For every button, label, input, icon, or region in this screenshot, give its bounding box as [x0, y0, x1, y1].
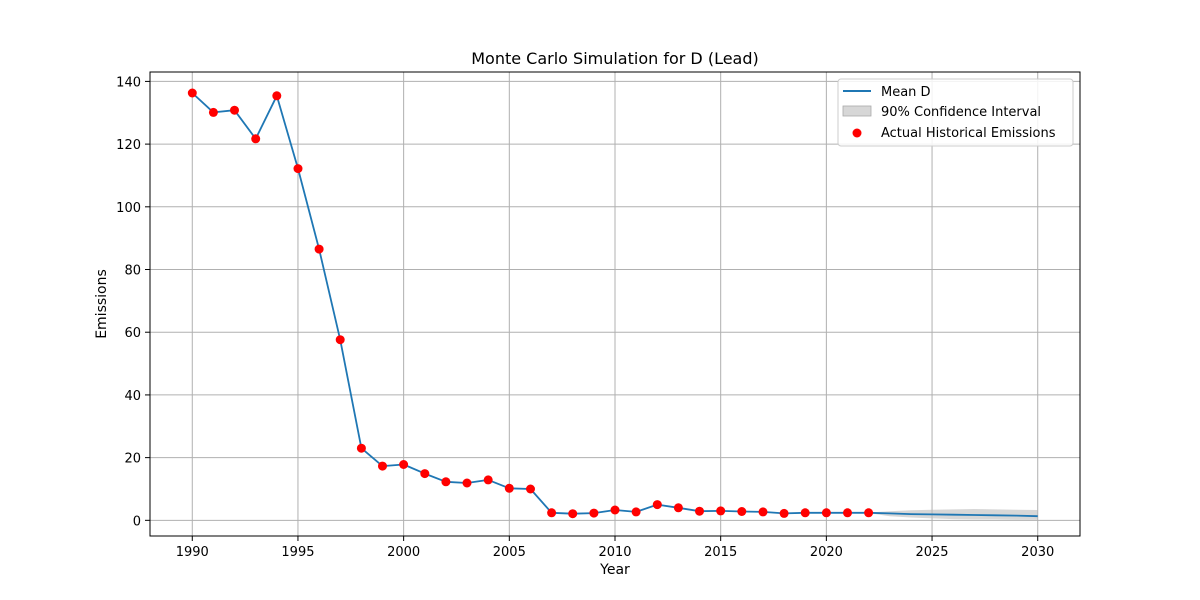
grid	[150, 72, 1080, 536]
actual-point	[187, 88, 197, 98]
actual-point	[335, 335, 345, 345]
actual-point	[208, 107, 218, 117]
actual-point	[378, 461, 387, 471]
x-tick-label: 2015	[704, 545, 737, 560]
y-tick-label: 60	[124, 326, 141, 341]
actual-point	[314, 244, 324, 254]
actual-point	[293, 164, 303, 174]
legend-band-swatch	[842, 105, 872, 117]
actual-point	[589, 508, 599, 518]
x-tick-label: 2010	[598, 545, 631, 560]
actual-point	[800, 508, 810, 518]
y-tick-label: 0	[133, 514, 141, 529]
actual-point	[504, 483, 514, 493]
x-tick-label: 2000	[387, 545, 420, 560]
legend-box	[837, 78, 1074, 147]
actual-point	[716, 506, 726, 516]
actual-point	[526, 484, 535, 494]
actual-point	[441, 477, 451, 487]
actual-point	[843, 508, 852, 518]
x-tick-label: 2025	[915, 545, 948, 560]
legend: Mean D 90% Confidence Interval Actual Hi…	[837, 78, 1074, 147]
actual-point	[737, 507, 747, 516]
actual-point	[356, 443, 366, 453]
actual-point	[547, 508, 557, 518]
actual-point	[821, 508, 831, 518]
actual-point	[758, 507, 768, 517]
legend-label-confidence: 90% Confidence Interval	[881, 105, 1041, 120]
actual-point	[251, 134, 261, 144]
actual-point	[610, 505, 620, 515]
actual-point	[462, 478, 472, 488]
actual-point	[779, 508, 789, 518]
legend-label-mean: Mean D	[881, 85, 931, 100]
x-axis-ticks: 1990 1995 2000 2005 2010 2015 2020 2025 2030	[176, 536, 1054, 560]
legend-point-swatch	[852, 128, 862, 138]
y-tick-label: 140	[116, 75, 141, 90]
x-tick-label: 2030	[1021, 545, 1054, 560]
y-tick-label: 120	[116, 138, 141, 153]
actual-point	[483, 475, 493, 485]
x-tick-label: 2005	[493, 545, 526, 560]
actual-point	[272, 91, 282, 101]
actual-point	[652, 500, 662, 510]
y-tick-label: 100	[116, 201, 141, 216]
y-tick-label: 40	[124, 389, 141, 404]
y-axis-ticks: 0 20 40 60 80 100 120 140	[116, 75, 150, 529]
actual-point	[420, 469, 430, 479]
y-tick-label: 20	[124, 452, 141, 467]
actual-point	[230, 105, 239, 115]
actual-point	[673, 503, 683, 513]
actual-point	[695, 506, 704, 516]
actual-points-layer	[187, 88, 874, 519]
legend-label-actual: Actual Historical Emissions	[881, 126, 1056, 141]
x-axis-label: Year	[599, 562, 630, 578]
y-tick-label: 80	[124, 264, 141, 279]
chart-title: Monte Carlo Simulation for D (Lead)	[471, 49, 759, 68]
actual-point	[864, 508, 874, 518]
x-tick-label: 2020	[810, 545, 843, 560]
x-tick-label: 1990	[176, 545, 209, 560]
y-axis-label: Emissions	[94, 269, 110, 339]
x-tick-label: 1995	[281, 545, 314, 560]
actual-point	[631, 507, 641, 517]
actual-point	[568, 509, 578, 519]
actual-point	[399, 460, 409, 469]
